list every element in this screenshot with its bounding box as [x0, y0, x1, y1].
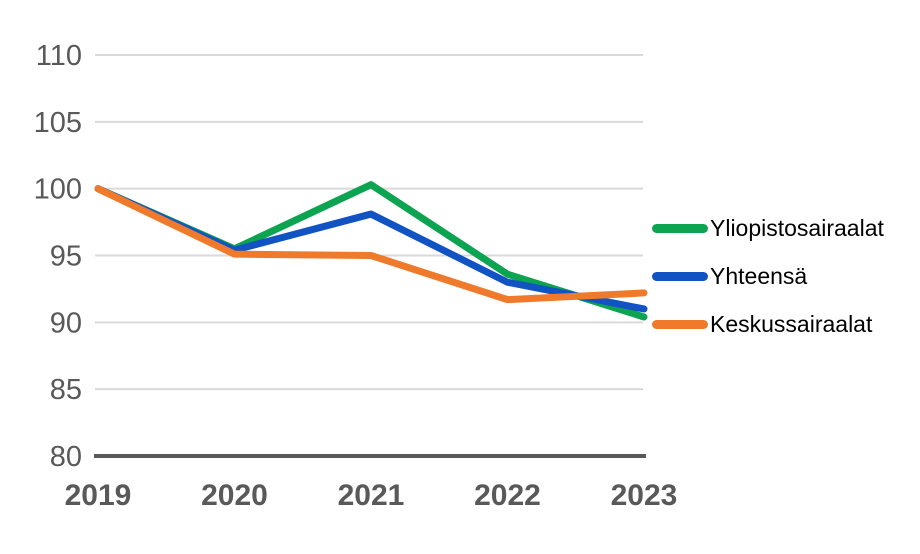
svg-text:110: 110 — [36, 40, 82, 72]
legend-swatch-yliopistosairaalat — [652, 223, 708, 233]
legend-item-yhteensa: Yhteensä — [652, 252, 884, 300]
legend-swatch-keskussairaalat — [652, 319, 708, 329]
svg-text:2022: 2022 — [474, 479, 541, 512]
svg-text:105: 105 — [34, 107, 82, 139]
svg-text:90: 90 — [50, 307, 82, 339]
legend-label-keskussairaalat: Keskussairaalat — [710, 310, 873, 337]
svg-text:2019: 2019 — [65, 479, 132, 512]
legend-label-yliopistosairaalat: Yliopistosairaalat — [710, 214, 884, 241]
svg-text:80: 80 — [50, 441, 82, 473]
svg-text:2021: 2021 — [338, 479, 405, 512]
legend-item-yliopistosairaalat: Yliopistosairaalat — [652, 204, 884, 252]
svg-text:95: 95 — [50, 241, 82, 273]
svg-text:85: 85 — [50, 374, 82, 406]
svg-text:2020: 2020 — [201, 479, 268, 512]
legend-label-yhteensa: Yhteensä — [710, 262, 808, 289]
legend: Yliopistosairaalat Yhteensä Keskussairaa… — [652, 204, 884, 348]
legend-swatch-yhteensa — [652, 271, 708, 281]
svg-text:100: 100 — [34, 174, 82, 206]
svg-text:2023: 2023 — [611, 479, 678, 512]
legend-item-keskussairaalat: Keskussairaalat — [652, 300, 884, 348]
